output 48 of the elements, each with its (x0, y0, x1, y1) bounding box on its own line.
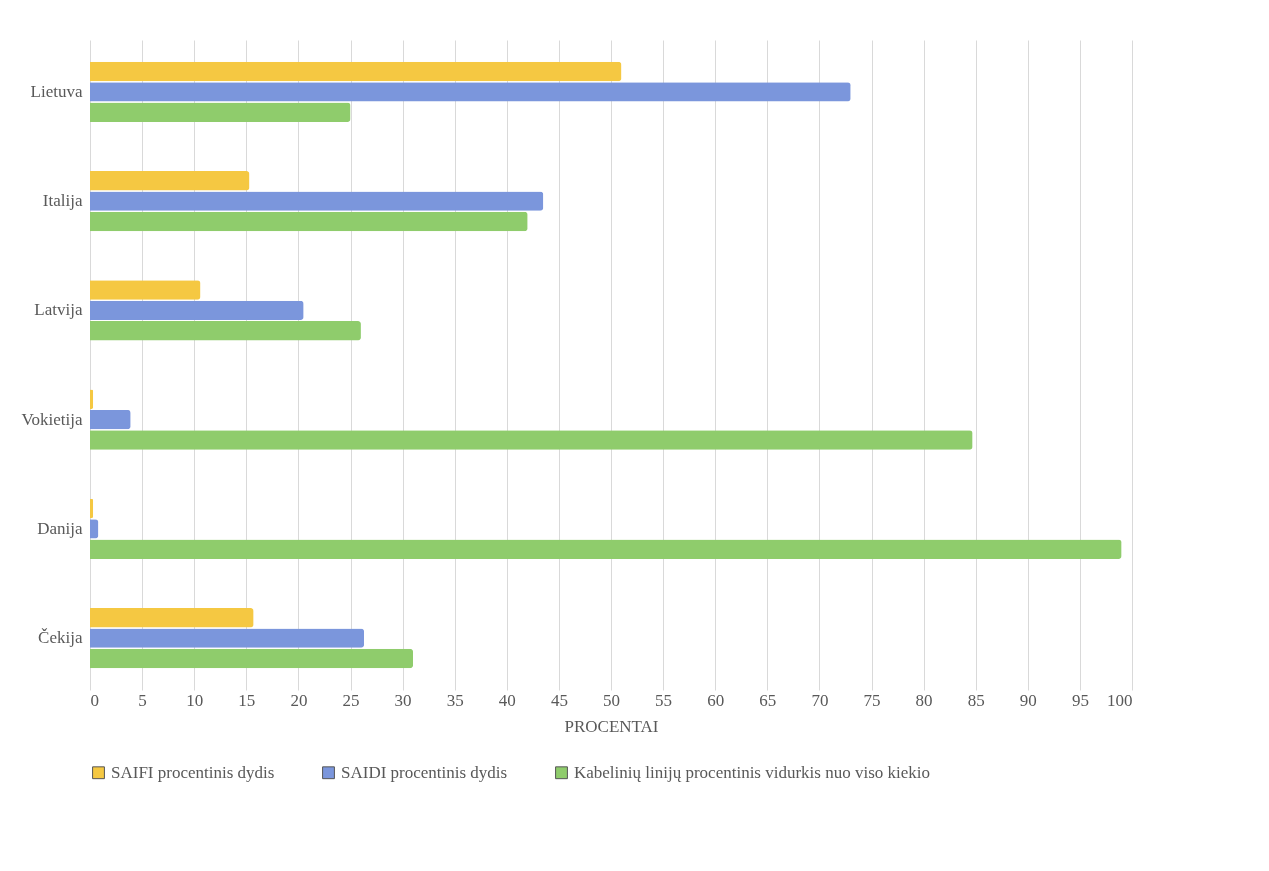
y-tick-label: Danija (37, 518, 83, 538)
bar (90, 628, 365, 648)
x-tick-label: 95 (1071, 690, 1089, 710)
bar (90, 321, 361, 341)
bar (90, 102, 351, 122)
bar (90, 430, 973, 450)
bar (90, 608, 254, 628)
x-tick-label: 20 (290, 690, 308, 710)
bar (90, 211, 528, 232)
x-tick-label: 30 (394, 690, 412, 710)
x-axis-title: PROCENTAI (564, 716, 659, 736)
x-tick-label: 50 (603, 690, 620, 710)
y-tick-label: Čekija (38, 628, 83, 648)
x-tick-label: 5 (138, 690, 147, 710)
bar (90, 300, 304, 321)
x-tick-label: 10 (186, 690, 204, 710)
bar (90, 498, 94, 519)
x-tick-label: 25 (342, 690, 360, 710)
x-tick-label: 70 (811, 690, 829, 710)
bar (90, 539, 1122, 559)
bar (90, 191, 544, 211)
legend-label: SAIFI procentinis dydis (111, 762, 275, 782)
x-tick-label: 45 (550, 690, 568, 710)
x-tick-label: 0 (90, 690, 99, 710)
legend-label: SAIDI procentinis dydis (341, 762, 508, 782)
y-tick-label: Latvija (34, 300, 83, 320)
x-tick-label: 60 (707, 690, 725, 710)
x-tick-label: 100 (1107, 690, 1133, 710)
x-tick-label: 80 (915, 690, 933, 710)
x-tick-label: 65 (759, 690, 777, 710)
bar (90, 171, 250, 191)
bar (90, 389, 94, 409)
bar (90, 61, 622, 82)
legend-label: Kabelinių linijų procentinis vidurkis nuo viso kiekio (574, 762, 931, 782)
x-tick-label: 85 (967, 690, 985, 710)
x-tick-label: 55 (655, 690, 673, 710)
x-tick-label: 90 (1019, 690, 1037, 710)
bar (90, 409, 131, 430)
x-tick-label: 15 (238, 690, 256, 710)
x-tick-label: 35 (446, 690, 464, 710)
x-tick-label: 75 (863, 690, 881, 710)
bar (90, 280, 201, 300)
bar (90, 648, 414, 669)
y-tick-label: Vokietija (21, 409, 83, 429)
x-tick-label: 40 (498, 690, 516, 710)
y-tick-label: Lietuva (30, 81, 83, 101)
bar (90, 82, 851, 102)
y-tick-label: Italija (42, 191, 83, 211)
